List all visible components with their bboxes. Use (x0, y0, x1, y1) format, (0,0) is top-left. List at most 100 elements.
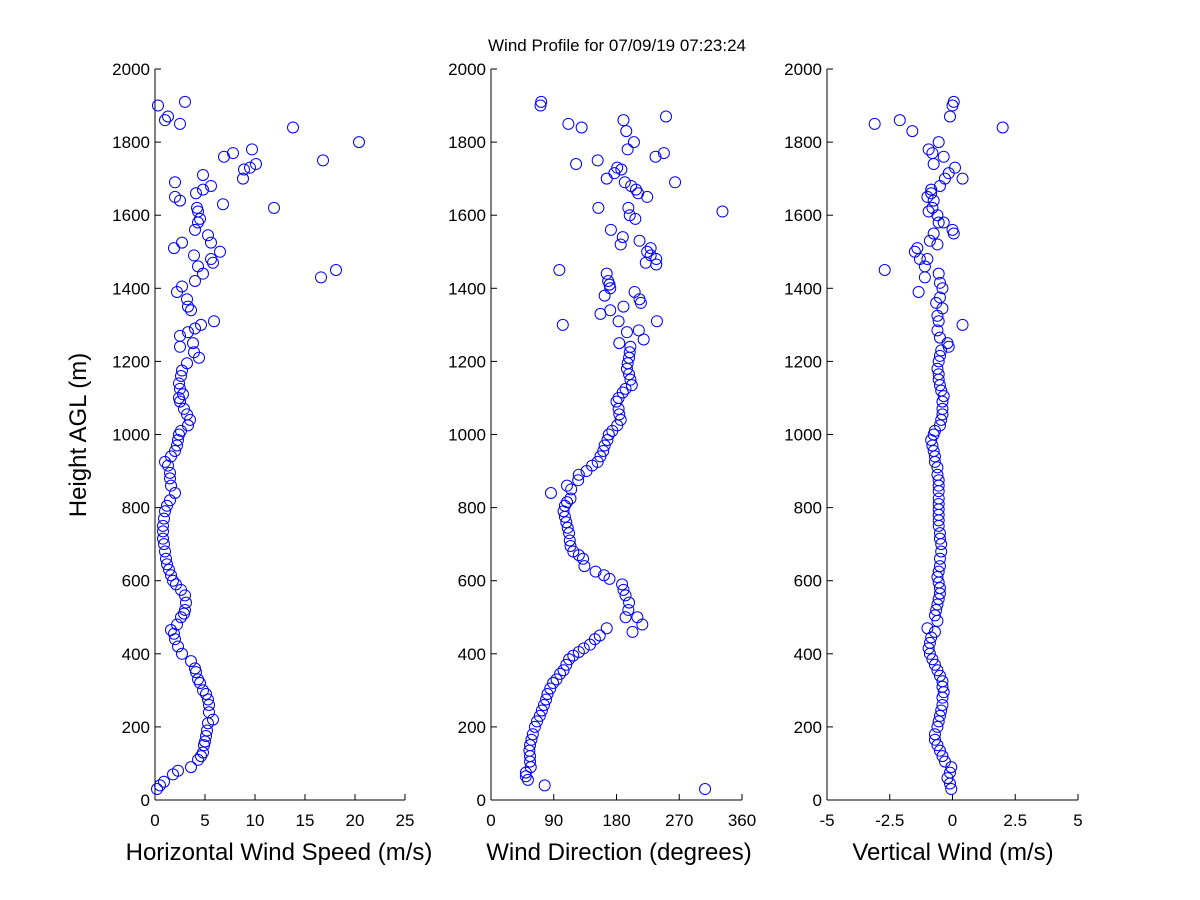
data-point (927, 158, 940, 171)
data-point (205, 179, 217, 192)
data-point (525, 733, 538, 746)
data-point (669, 176, 682, 189)
y-tick-label: 600 (458, 572, 486, 591)
data-point (937, 390, 950, 403)
data-point (923, 234, 936, 247)
data-point (949, 161, 962, 174)
data-point (563, 653, 576, 666)
y-tick-label: 1800 (784, 133, 822, 152)
speed-panel: 0 200 400 600 800 1000 1200 1400 1600 1800 2000 0 5 1… (112, 60, 432, 866)
y-tick-label: 200 (794, 718, 822, 737)
y-tick-label: 800 (122, 499, 150, 518)
data-point (622, 201, 635, 214)
data-point (163, 563, 175, 576)
data-point (168, 242, 180, 255)
data-point (612, 315, 625, 328)
data-point (197, 267, 209, 280)
x-tick-label: 15 (296, 811, 315, 830)
data-point (189, 322, 201, 335)
data-point (941, 772, 954, 785)
data-point (203, 706, 215, 719)
data-point (933, 349, 946, 362)
data-point (157, 525, 169, 538)
data-point (614, 238, 627, 251)
data-point (268, 201, 280, 214)
data-point (597, 444, 610, 457)
data-point (521, 773, 534, 786)
y-tick-label: 0 (477, 791, 486, 810)
data-point (931, 468, 944, 481)
data-point (557, 664, 570, 677)
data-point (200, 688, 212, 701)
data-point (620, 326, 633, 339)
data-point (189, 662, 201, 675)
y-tick-label: 200 (122, 718, 150, 737)
data-point (908, 245, 921, 258)
x-tick-label: 360 (728, 811, 756, 830)
data-point (534, 99, 547, 112)
data-point (562, 117, 575, 130)
data-point (176, 280, 188, 293)
data-point (932, 355, 945, 368)
data-point (936, 402, 949, 415)
data-point (227, 147, 239, 160)
y-tick-label: 400 (122, 645, 150, 664)
y-tick-label: 1200 (448, 352, 486, 371)
data-point (600, 172, 613, 185)
data-point (167, 574, 179, 587)
data-point (935, 545, 948, 558)
data-point (623, 209, 636, 222)
data-point (175, 370, 187, 383)
data-point (927, 194, 940, 207)
y-tick-label: 1000 (112, 426, 150, 445)
data-point (246, 143, 258, 156)
data-point (158, 538, 170, 551)
data-point (930, 603, 943, 616)
data-point (173, 377, 185, 390)
data-point (931, 461, 944, 474)
data-point (188, 249, 200, 262)
data-point (911, 242, 924, 255)
data-point (176, 236, 188, 249)
data-point (185, 761, 197, 774)
data-point (956, 318, 969, 331)
y-tick-label: 400 (458, 645, 486, 664)
data-point (624, 373, 637, 386)
data-point (194, 212, 206, 225)
y-tick-label: 1000 (448, 426, 486, 445)
x-tick-label: -2.5 (875, 811, 904, 830)
data-point (161, 558, 173, 571)
data-point (921, 190, 934, 203)
data-point (922, 143, 935, 156)
data-point (716, 205, 729, 218)
data-point (165, 479, 177, 492)
data-point (190, 666, 202, 679)
data-point (932, 136, 945, 149)
data-point (933, 527, 946, 540)
x-tick-label: 5 (1073, 811, 1082, 830)
data-point (560, 658, 573, 671)
data-point (158, 512, 170, 525)
y-tick-label: 1000 (784, 426, 822, 445)
data-point (617, 300, 630, 313)
data-point (937, 150, 950, 163)
data-point (601, 433, 614, 446)
data-point (945, 783, 958, 796)
data-point (931, 362, 944, 375)
data-point (923, 636, 936, 649)
data-point (928, 728, 941, 741)
data-point (931, 739, 944, 752)
data-point (602, 274, 615, 287)
data-point (933, 419, 946, 432)
data-point (535, 704, 548, 717)
data-point (570, 158, 583, 171)
data-point (699, 783, 712, 796)
data-point (170, 578, 182, 591)
y-tick-label: 1400 (784, 279, 822, 298)
data-point (600, 622, 613, 635)
data-point (628, 285, 641, 298)
x-tick-label: 270 (665, 811, 693, 830)
data-point (207, 713, 219, 726)
data-point (152, 99, 164, 112)
x-tick-label: 5 (200, 811, 209, 830)
